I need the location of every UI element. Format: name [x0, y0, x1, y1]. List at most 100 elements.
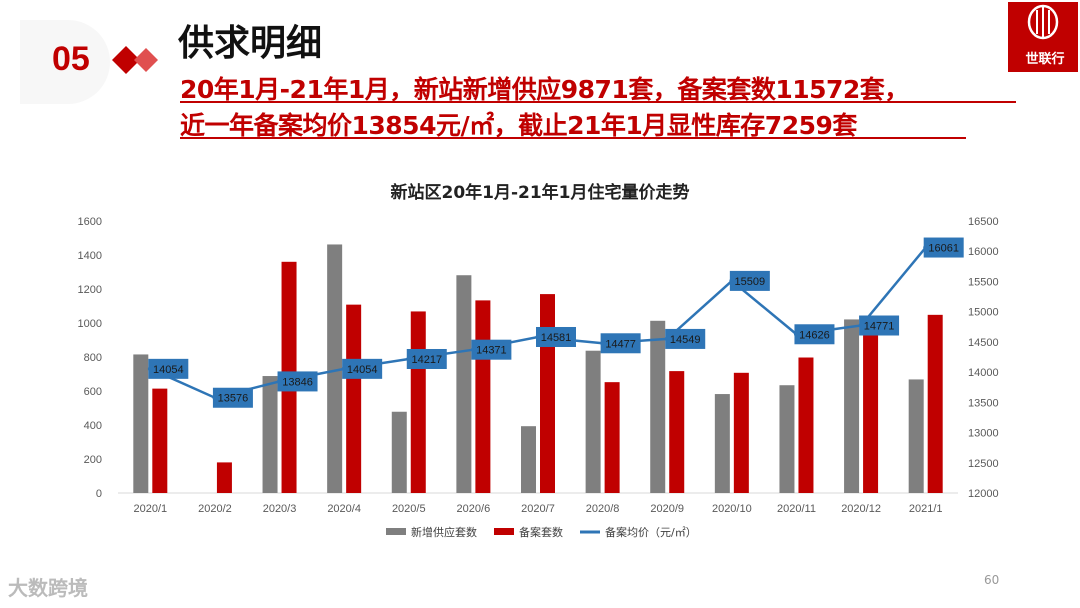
x-axis-tick-label: 2020/8	[586, 503, 620, 515]
supply-bar	[456, 275, 472, 493]
filing-bar	[346, 304, 362, 493]
left-axis-tick-label: 400	[84, 420, 102, 432]
price-data-label-box	[471, 339, 512, 360]
legend-label: 备案均价（元/㎡）	[605, 525, 697, 539]
chart-title: 新站区20年1月-21年1月住宅量价走势	[390, 183, 690, 203]
right-axis-tick-label: 12000	[968, 488, 999, 500]
price-data-label-box	[406, 348, 447, 369]
left-axis-tick-label: 1000	[78, 318, 102, 330]
right-axis-tick-label: 16000	[968, 246, 999, 258]
left-axis-tick-label: 600	[84, 386, 102, 398]
supply-bar	[133, 354, 149, 493]
supply-bar	[908, 379, 924, 493]
filing-bar	[410, 311, 426, 493]
page-number: 60	[984, 573, 1000, 587]
legend-label: 新增供应套数	[411, 525, 477, 539]
price-data-label-box	[923, 237, 964, 258]
subtitle-underline-2	[180, 137, 966, 139]
price-data-label: 13846	[282, 376, 313, 388]
x-axis-tick-label: 2020/6	[457, 503, 491, 515]
left-axis-tick-label: 200	[84, 454, 102, 466]
price-data-label: 16061	[928, 243, 959, 255]
x-axis-tick-label: 2020/4	[327, 503, 361, 515]
price-data-label: 14054	[347, 364, 378, 376]
price-data-label: 14371	[476, 345, 507, 357]
x-axis-tick-label: 2020/5	[392, 503, 426, 515]
right-axis-tick-label: 14000	[968, 367, 999, 379]
filing-bar	[863, 320, 879, 493]
price-data-label: 14477	[605, 338, 636, 350]
x-axis-tick-label: 2021/1	[909, 503, 943, 515]
price-data-label-box	[729, 270, 770, 291]
diamond-decoration-icon	[112, 46, 158, 74]
supply-bar	[327, 244, 343, 493]
filing-bar	[604, 382, 620, 493]
filing-bar	[733, 372, 749, 493]
brand-name: 世联行	[1025, 52, 1065, 67]
filing-bar	[216, 462, 232, 493]
filing-bar	[475, 300, 491, 493]
x-axis-tick-label: 2020/9	[650, 503, 684, 515]
supply-bar	[844, 319, 860, 493]
right-axis-tick-label: 15000	[968, 307, 999, 319]
supply-bar	[391, 411, 407, 493]
price-data-label: 15509	[735, 276, 766, 288]
supply-bar	[650, 320, 666, 493]
left-axis-tick-label: 0	[96, 488, 102, 500]
legend-swatch	[494, 528, 514, 535]
price-data-label: 14217	[411, 354, 442, 366]
supply-bar	[521, 426, 536, 493]
right-axis-tick-label: 12500	[968, 458, 999, 470]
legend-label: 备案套数	[519, 525, 563, 539]
x-axis-tick-label: 2020/11	[777, 503, 816, 515]
subtitle-line-1: 20年1月-21年1月，新站新增供应9871套，备案套数11572套，	[180, 75, 909, 104]
price-data-label: 14054	[153, 364, 184, 376]
subtitle-line-2: 近一年备案均价13854元/㎡，截止21年1月显性库存7259套	[180, 111, 857, 140]
x-axis-tick-label: 2020/3	[263, 503, 297, 515]
price-data-label-box	[148, 358, 189, 379]
right-axis-tick-label: 13500	[968, 397, 999, 409]
price-data-label-box	[600, 333, 641, 354]
x-axis-tick-label: 2020/2	[198, 503, 232, 515]
filing-bar	[152, 388, 168, 493]
left-axis-tick-label: 1600	[78, 216, 102, 228]
right-axis-tick-label: 15500	[968, 276, 999, 288]
right-axis-tick-label: 13000	[968, 428, 999, 440]
price-data-label-box	[277, 371, 318, 392]
filing-bar	[669, 371, 685, 493]
subtitle-underline-1	[180, 101, 1016, 103]
supply-bar	[585, 350, 601, 493]
right-axis-tick-label: 16500	[968, 216, 999, 228]
filing-bar	[798, 357, 814, 493]
section-number: 05	[52, 40, 90, 78]
section-badge	[20, 20, 110, 104]
left-axis-tick-label: 1400	[78, 250, 102, 262]
page-title: 供求明细	[178, 23, 323, 64]
left-axis-tick-label: 800	[84, 352, 102, 364]
price-data-label: 14626	[799, 329, 830, 341]
price-data-label-box	[212, 387, 253, 408]
x-axis-tick-label: 2020/7	[521, 503, 555, 515]
price-data-label-box	[665, 328, 706, 349]
brand-logo-icon	[1008, 2, 1078, 72]
price-data-label: 14581	[541, 332, 572, 344]
price-data-label: 14771	[864, 321, 895, 333]
x-axis-tick-label: 2020/10	[712, 503, 752, 515]
price-data-label-box	[794, 324, 835, 345]
supply-bar	[262, 376, 278, 493]
filing-bar	[540, 294, 555, 493]
x-axis-tick-label: 2020/12	[841, 503, 881, 515]
price-data-label-box	[859, 315, 900, 336]
source-watermark: 大数跨境	[8, 576, 88, 600]
filing-bar	[927, 314, 943, 493]
supply-bar	[779, 385, 795, 493]
price-data-label-box	[536, 326, 576, 347]
x-axis-tick-label: 2020/1	[133, 503, 167, 515]
left-axis-tick-label: 1200	[78, 284, 102, 296]
price-data-label: 14549	[670, 334, 701, 346]
supply-bar	[714, 394, 730, 493]
price-data-label-box	[342, 358, 383, 379]
price-data-label: 13576	[218, 393, 249, 405]
right-axis-tick-label: 14500	[968, 337, 999, 349]
